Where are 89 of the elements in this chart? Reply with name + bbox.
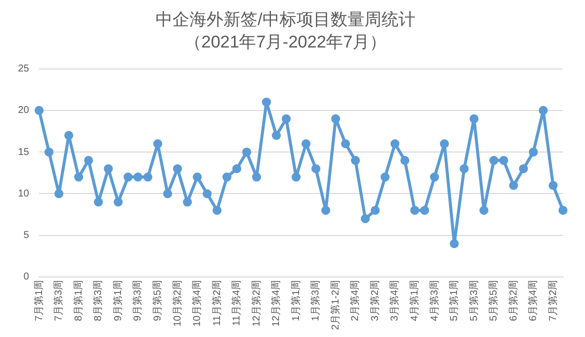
x-tick-label: 3月第4周 <box>388 280 401 322</box>
point <box>430 172 439 182</box>
point <box>360 214 370 224</box>
point <box>470 114 479 124</box>
x-tick-label: 12月第2周 <box>250 280 262 327</box>
point <box>450 239 459 248</box>
point <box>192 172 202 182</box>
point <box>84 156 94 165</box>
point <box>460 164 469 174</box>
point <box>321 206 330 215</box>
x-tick-label: 6月第4周 <box>527 280 540 322</box>
x-tick-label: 4月第1周 <box>408 280 420 322</box>
x-tick-label: 9月第3周 <box>132 280 144 322</box>
x-tick-label: 1月第3周 <box>310 280 322 322</box>
point <box>548 180 558 190</box>
x-tick-label: 1月第1周 <box>290 280 302 322</box>
point <box>370 206 380 215</box>
x-tick-label: 7月第2周 <box>546 280 559 322</box>
x-tick-label: 11月第4周 <box>230 280 243 326</box>
point <box>350 156 360 165</box>
x-tick-label: 7月第3周 <box>52 280 65 322</box>
point <box>311 164 320 174</box>
x-tick-label: 5月第5周 <box>488 280 500 322</box>
point <box>74 172 84 182</box>
point <box>509 180 518 190</box>
x-tick-label: 7月第1周 <box>32 280 45 322</box>
point <box>44 148 54 157</box>
point <box>410 206 420 215</box>
x-tick-label: 11月第2周 <box>210 280 223 326</box>
point <box>252 172 262 182</box>
point <box>518 164 528 174</box>
x-tick-label: 8月第3周 <box>92 280 104 322</box>
x-tick-label: 10月第4周 <box>191 280 204 327</box>
x-tick-label: 6月第2周 <box>507 280 520 322</box>
point <box>302 139 311 148</box>
point <box>124 172 133 182</box>
point <box>292 172 301 182</box>
x-tick-label: 3月第2周 <box>368 280 381 322</box>
y-tick-label: 15 <box>18 146 30 158</box>
point <box>232 164 242 174</box>
y-tick-label: 10 <box>18 188 30 200</box>
point <box>282 114 291 124</box>
point <box>400 156 410 165</box>
y-tick-label: 0 <box>24 272 30 283</box>
x-tick-label: 2月第4周 <box>349 280 362 322</box>
point <box>173 164 182 174</box>
point <box>499 156 508 165</box>
point <box>54 189 64 198</box>
chart-subtitle: （2021年7月-2022年7月） <box>184 32 387 52</box>
point <box>242 148 252 157</box>
point <box>262 98 271 107</box>
point <box>558 206 568 215</box>
point <box>479 206 488 215</box>
y-tick-label: 25 <box>18 64 30 75</box>
point <box>528 148 538 157</box>
point <box>538 106 548 115</box>
point <box>64 130 74 140</box>
x-tick-label: 4月第3周 <box>428 280 440 322</box>
y-tick-label: 5 <box>24 230 30 242</box>
point <box>489 156 498 165</box>
point <box>104 164 113 174</box>
point <box>331 114 340 124</box>
point <box>34 106 44 115</box>
y-tick-label: 20 <box>18 105 30 116</box>
point <box>182 198 192 207</box>
x-tick-label: 9月第5周 <box>151 280 164 322</box>
point <box>390 139 400 148</box>
point <box>133 172 142 182</box>
point <box>380 172 390 182</box>
x-tick-label: 10月第2周 <box>171 280 184 327</box>
point <box>143 172 152 182</box>
point <box>94 198 103 207</box>
x-tick-label: 12月第4周 <box>270 280 282 327</box>
x-tick-label: 5月第1周 <box>448 280 460 322</box>
point <box>153 139 162 148</box>
point <box>420 206 430 215</box>
x-tick-label: 5月第3周 <box>468 280 480 322</box>
x-tick-label: 2月第1-2周 <box>329 280 342 330</box>
point <box>341 139 350 148</box>
x-tick-label: 8月第1周 <box>72 280 84 322</box>
point <box>440 139 449 148</box>
point <box>272 130 281 140</box>
point <box>163 189 172 198</box>
x-tick-label: 9月第1周 <box>112 280 124 322</box>
point <box>222 172 232 182</box>
point <box>114 198 123 207</box>
point <box>212 206 222 215</box>
chart-title: 中企海外新签/中标项目数量周统计 <box>156 10 416 29</box>
point <box>202 189 212 198</box>
